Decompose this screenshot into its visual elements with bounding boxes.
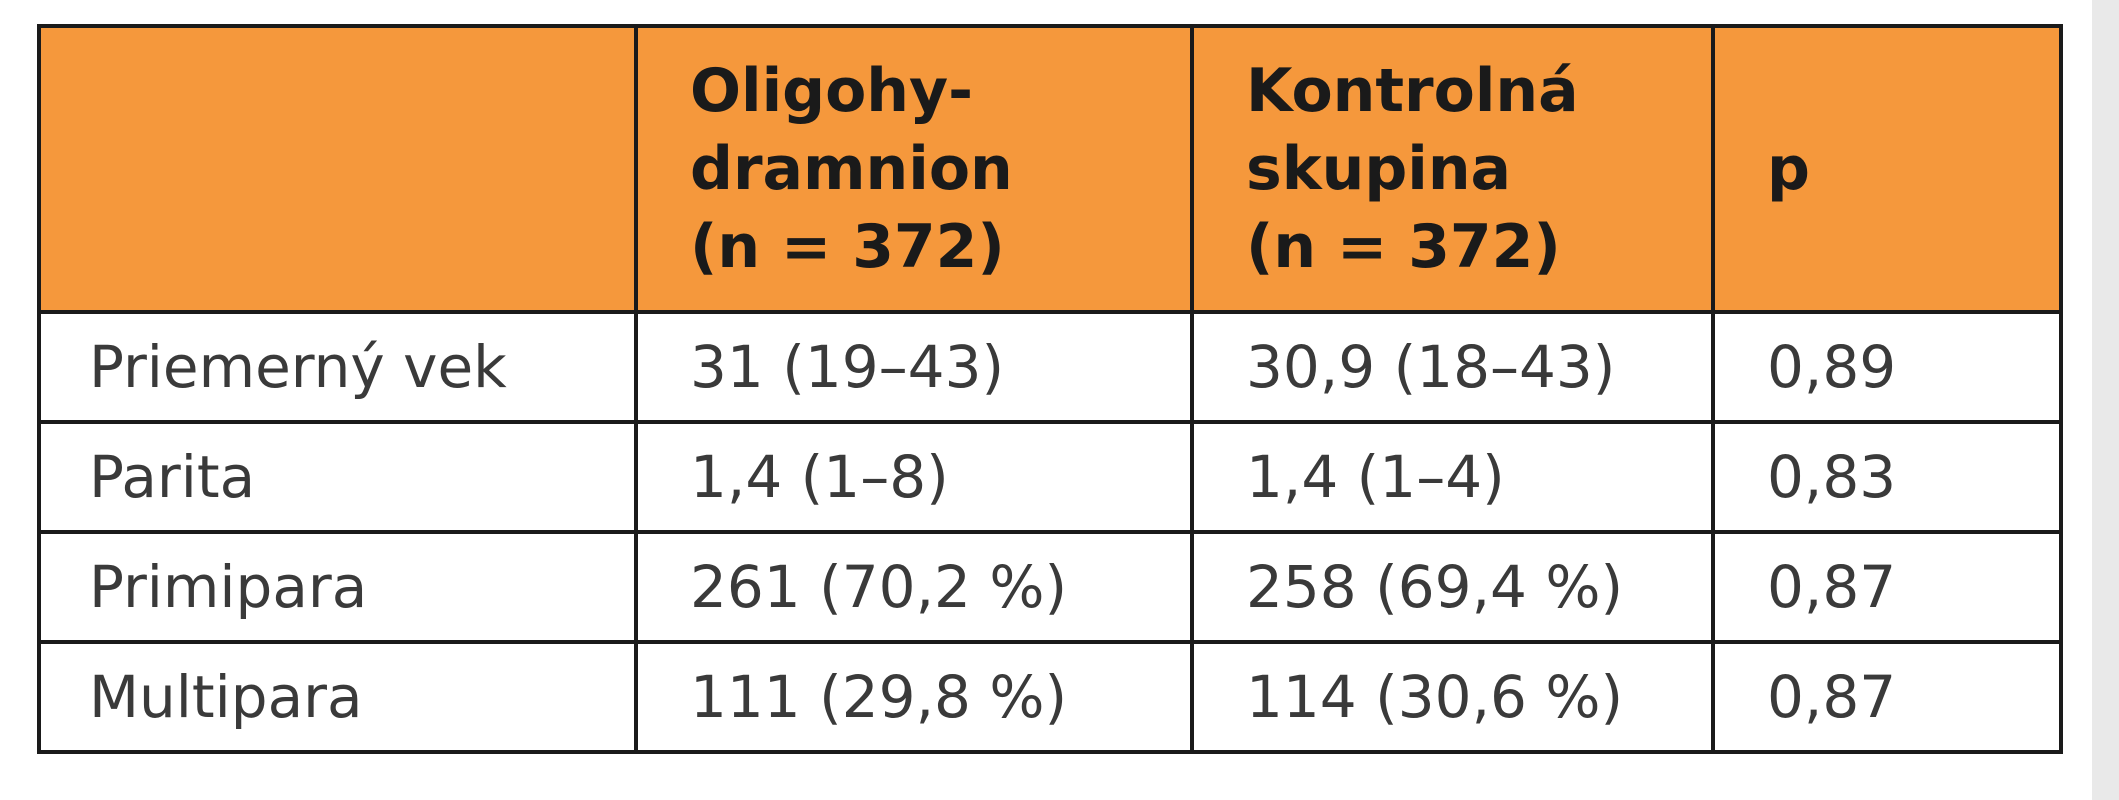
table-row: Priemerný vek 31 (19–43) 30,9 (18–43) 0,… xyxy=(37,310,2063,424)
scrollbar[interactable] xyxy=(2092,0,2119,800)
table-cell: 0,87 xyxy=(1711,640,2063,754)
header-line: skupina xyxy=(1246,134,1512,204)
header-cell-control-group: Kontrolná skupina (n = 372) xyxy=(1190,24,1715,314)
table-row: Parita 1,4 (1–8) 1,4 (1–4) 0,83 xyxy=(37,420,2063,534)
table-cell: 0,87 xyxy=(1711,530,2063,644)
row-label: Priemerný vek xyxy=(37,310,638,424)
header-line: (n = 372) xyxy=(1246,212,1561,282)
table-cell: 31 (19–43) xyxy=(634,310,1194,424)
header-line: (n = 372) xyxy=(690,212,1005,282)
table-cell: 114 (30,6 %) xyxy=(1190,640,1715,754)
table-row: Multipara 111 (29,8 %) 114 (30,6 %) 0,87 xyxy=(37,640,2063,754)
header-line: dramnion xyxy=(690,134,1013,204)
header-cell-oligohydramnion: Oligohy- dramnion (n = 372) xyxy=(634,24,1194,314)
row-label: Multipara xyxy=(37,640,638,754)
row-label: Parita xyxy=(37,420,638,534)
table-cell: 111 (29,8 %) xyxy=(634,640,1194,754)
row-label: Primipara xyxy=(37,530,638,644)
table-cell: 261 (70,2 %) xyxy=(634,530,1194,644)
table-cell: 0,89 xyxy=(1711,310,2063,424)
table-cell: 0,83 xyxy=(1711,420,2063,534)
table-cell: 1,4 (1–8) xyxy=(634,420,1194,534)
table-cell: 30,9 (18–43) xyxy=(1190,310,1715,424)
header-row: Oligohy- dramnion (n = 372) Kontrolná sk… xyxy=(37,24,2063,314)
table-row: Primipara 261 (70,2 %) 258 (69,4 %) 0,87 xyxy=(37,530,2063,644)
data-table: Oligohy- dramnion (n = 372) Kontrolná sk… xyxy=(37,24,2063,754)
header-line: Kontrolná xyxy=(1246,56,1579,126)
header-line: Oligohy- xyxy=(690,56,974,126)
header-cell-p: p xyxy=(1711,24,2063,314)
table-cell: 1,4 (1–4) xyxy=(1190,420,1715,534)
header-cell-empty xyxy=(37,24,638,314)
table-cell: 258 (69,4 %) xyxy=(1190,530,1715,644)
